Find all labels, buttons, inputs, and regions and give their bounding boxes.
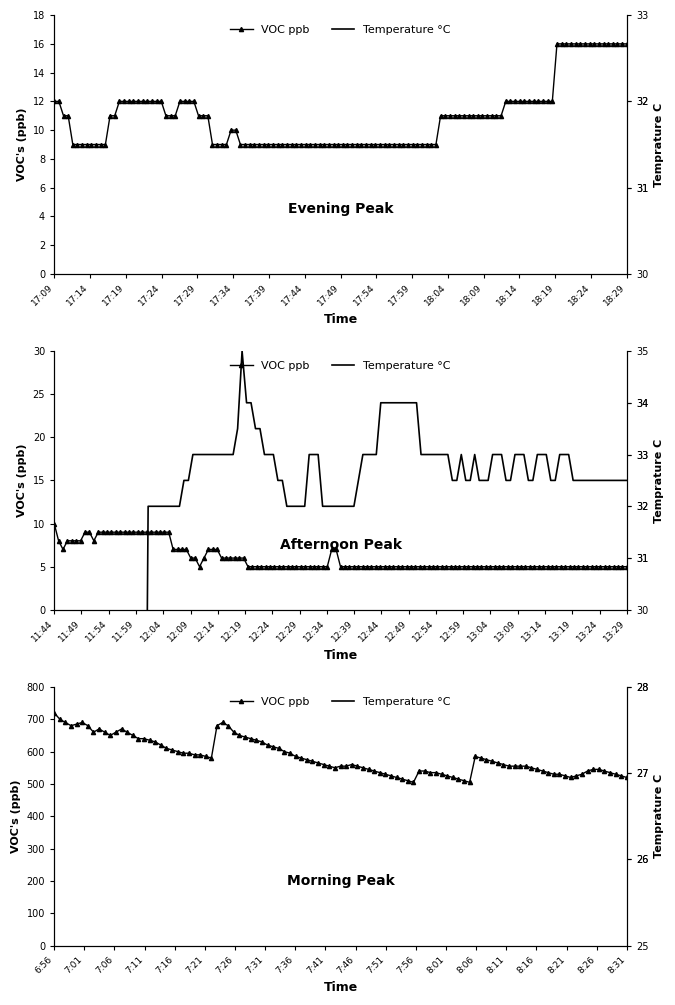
- Y-axis label: Temprature C: Temprature C: [654, 774, 664, 858]
- VOC ppb: [589, 764, 597, 776]
- VOC ppb: [50, 707, 58, 719]
- VOC ppb: [92, 139, 100, 151]
- Line: VOC ppb: VOC ppb: [52, 522, 629, 569]
- VOC ppb: [50, 518, 58, 530]
- VOC ppb: [561, 770, 569, 782]
- Temperature °C: [560, 448, 568, 460]
- VOC ppb: [72, 535, 80, 547]
- VOC ppb: [69, 139, 77, 151]
- VOC ppb: [55, 95, 63, 108]
- Temperature °C: [399, 397, 407, 409]
- Y-axis label: VOC's (ppb): VOC's (ppb): [17, 443, 27, 518]
- VOC ppb: [623, 561, 631, 573]
- Temperature °C: [50, 862, 58, 874]
- VOC ppb: [196, 561, 204, 573]
- Line: VOC ppb: VOC ppb: [52, 42, 629, 147]
- Legend: VOC ppb, Temperature °C: VOC ppb, Temperature °C: [226, 21, 455, 39]
- VOC ppb: [500, 561, 508, 573]
- Y-axis label: VOC's (ppb): VOC's (ppb): [18, 108, 27, 181]
- Temperature °C: [211, 448, 219, 460]
- Temperature °C: [238, 345, 246, 357]
- Text: Morning Peak: Morning Peak: [287, 874, 394, 888]
- Temperature °C: [359, 448, 367, 460]
- Y-axis label: Temprature C: Temprature C: [654, 103, 664, 187]
- X-axis label: Time: Time: [323, 649, 358, 662]
- VOC ppb: [410, 776, 418, 788]
- Temperature °C: [623, 474, 631, 486]
- VOC ppb: [151, 527, 159, 539]
- VOC ppb: [578, 768, 586, 780]
- VOC ppb: [553, 38, 561, 50]
- VOC ppb: [162, 110, 170, 122]
- VOC ppb: [50, 95, 58, 108]
- VOC ppb: [623, 38, 631, 50]
- X-axis label: Time: Time: [323, 314, 358, 327]
- VOC ppb: [222, 139, 230, 151]
- Line: Temperature °C: Temperature °C: [54, 351, 627, 1005]
- Legend: VOC ppb, Temperature °C: VOC ppb, Temperature °C: [226, 357, 455, 376]
- VOC ppb: [623, 772, 631, 784]
- VOC ppb: [207, 752, 215, 764]
- Legend: VOC ppb, Temperature °C: VOC ppb, Temperature °C: [226, 692, 455, 712]
- VOC ppb: [572, 770, 580, 782]
- VOC ppb: [477, 561, 485, 573]
- VOC ppb: [411, 561, 419, 573]
- Line: VOC ppb: VOC ppb: [52, 711, 629, 785]
- Y-axis label: VOC's (ppb): VOC's (ppb): [11, 780, 21, 853]
- Y-axis label: Temprature C: Temprature C: [654, 438, 664, 523]
- Text: Evening Peak: Evening Peak: [288, 202, 394, 216]
- Temperature °C: [511, 448, 519, 460]
- Text: Afternoon Peak: Afternoon Peak: [279, 538, 402, 552]
- VOC ppb: [385, 139, 394, 151]
- VOC ppb: [306, 139, 315, 151]
- VOC ppb: [381, 561, 389, 573]
- VOC ppb: [381, 768, 389, 780]
- X-axis label: Time: Time: [323, 981, 358, 994]
